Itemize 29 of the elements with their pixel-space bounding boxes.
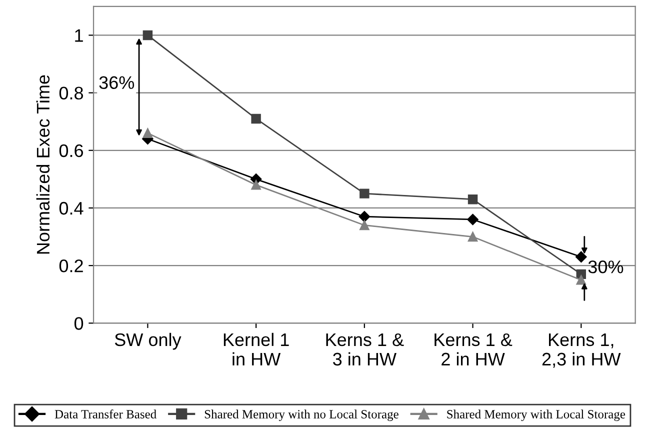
x-tick-label: Kerns 1, 2,3 in HW	[542, 334, 621, 368]
point	[142, 30, 153, 40]
legend-label: Data Transfer Based	[54, 410, 156, 418]
x-tick-label: Kerns 1 & 2 in HW	[434, 333, 512, 366]
point	[576, 251, 587, 263]
y-axis-title: Normalized Exec Time	[36, 75, 50, 254]
y-tick-label: 0.6	[59, 144, 84, 158]
point	[251, 114, 261, 124]
point	[360, 220, 370, 230]
x-tick-label: SW only	[114, 332, 182, 350]
point	[360, 188, 370, 198]
legend-label: Shared Memory with no Local Storage	[204, 410, 398, 422]
y-tick-label: 0.8	[59, 86, 84, 100]
y-tick-label: 1	[75, 29, 83, 42]
point	[467, 214, 478, 226]
point	[576, 275, 586, 285]
point	[358, 211, 370, 222]
y-tick-label: 0	[74, 317, 84, 330]
y-tick-label: 0.2	[59, 259, 83, 272]
point	[468, 232, 478, 242]
annotation: 30%	[588, 260, 624, 274]
point	[142, 128, 153, 138]
x-tick-label: Kerns 1 & 3 in HW	[326, 333, 404, 366]
point	[251, 180, 261, 190]
x-tick-label: Kernel 1 in HW	[224, 332, 289, 366]
point	[468, 194, 478, 204]
annotation: 36%	[99, 76, 134, 90]
legend-label: Shared Memory with Local Storage	[447, 410, 626, 422]
y-tick-label: 0.4	[59, 202, 84, 215]
